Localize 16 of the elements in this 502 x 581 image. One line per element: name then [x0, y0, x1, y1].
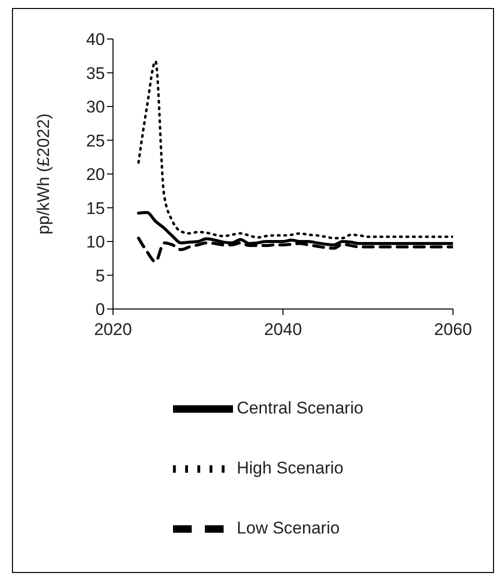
y-tick-label: 25 — [86, 131, 105, 150]
y-tick-label: 0 — [96, 300, 105, 320]
legend-label: High Scenario — [236, 458, 344, 478]
x-tick-label: 2040 — [264, 320, 302, 340]
y-tick-label: 40 — [86, 30, 105, 50]
y-tick-label: 15 — [86, 198, 105, 218]
y-tick-label: 35 — [86, 64, 105, 83]
legend-label: Central Scenario — [236, 398, 364, 418]
y-tick-label: 10 — [86, 232, 105, 252]
legend-label: Low Scenario — [236, 518, 340, 538]
x-tick-label: 2060 — [434, 320, 472, 340]
y-axis-title: pp/kWh (£2022) — [34, 114, 54, 234]
y-tick-label: 5 — [96, 266, 105, 286]
y-tick-label: 30 — [86, 98, 105, 117]
x-tick-label: 2020 — [94, 320, 132, 340]
y-tick-label: 20 — [86, 165, 105, 184]
